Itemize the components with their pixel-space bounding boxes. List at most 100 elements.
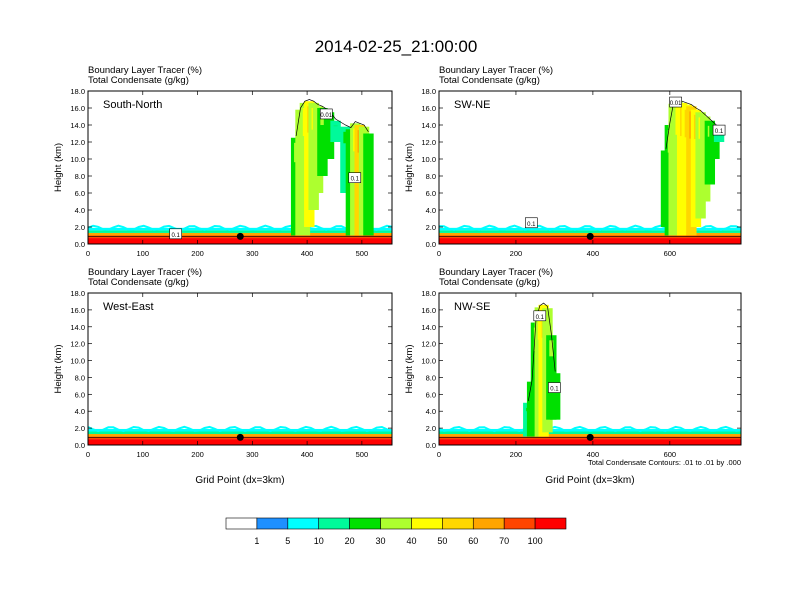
- cloud-core: [326, 117, 332, 124]
- x-tick-label: 400: [587, 249, 600, 258]
- y-tick-label: 16.0: [421, 306, 436, 315]
- colorbar-swatch: [380, 517, 412, 530]
- figure-title: 2014-02-25_21:00:00: [315, 37, 478, 56]
- contour-label: 0.01: [320, 113, 332, 119]
- cloud-column: [713, 129, 725, 142]
- plot-area: [439, 99, 741, 244]
- plot-frame: [87, 90, 393, 245]
- tracer-band: [88, 227, 392, 231]
- x-tick-label: 500: [356, 249, 369, 258]
- y-tick-label: 6.0: [426, 189, 436, 198]
- cloud-column: [330, 120, 341, 142]
- tracer-band: [88, 230, 392, 233]
- tracer-band: [439, 227, 741, 231]
- x-tick-label: 500: [356, 450, 369, 459]
- y-tick-label: 14.0: [421, 121, 436, 130]
- contour-label: 0.1: [550, 387, 559, 393]
- location-marker: [586, 433, 594, 441]
- colorbar-swatch: [256, 517, 289, 530]
- y-tick-label: 14.0: [70, 121, 85, 130]
- contour-label-box: [525, 217, 538, 229]
- x-tick-label: 600: [664, 450, 677, 459]
- y-tick-label: 12.0: [70, 138, 85, 147]
- y-tick-label: 18.0: [70, 289, 85, 298]
- x-tick-label: 0: [437, 450, 441, 459]
- cloud-column: [550, 373, 561, 420]
- x-tick-label: 300: [246, 249, 259, 258]
- plot-area: [88, 425, 392, 445]
- plot-area: [439, 302, 741, 445]
- y-tick-label: 12.0: [421, 340, 436, 349]
- colorbar-swatch: [442, 517, 474, 530]
- y-tick-label: 10.0: [70, 155, 85, 164]
- y-tick-label: 4.0: [75, 206, 85, 215]
- plot-area: [88, 99, 392, 244]
- x-tick-label: 400: [587, 450, 600, 459]
- colorbar-label: 60: [468, 536, 478, 546]
- y-tick-label: 0.0: [75, 441, 85, 450]
- y-tick-label: 10.0: [421, 357, 436, 366]
- y-tick-label: 10.0: [70, 357, 85, 366]
- location-marker: [236, 232, 244, 240]
- y-tick-label: 2.0: [75, 223, 85, 232]
- tracer-top: [88, 224, 392, 232]
- header-line2: Total Condensate (g/kg): [88, 277, 189, 288]
- tracer-band: [439, 238, 741, 244]
- y-tick-label: 0.0: [426, 441, 436, 450]
- colorbar-label: 20: [345, 536, 355, 546]
- cloud-core: [366, 138, 371, 159]
- colorbar-label: 40: [406, 536, 416, 546]
- panel-nw-se: Boundary Layer Tracer (%)Total Condensat…: [404, 267, 742, 486]
- header-line2: Total Condensate (g/kg): [439, 277, 540, 288]
- contour-label-box: [169, 228, 182, 240]
- y-tick-label: 2.0: [426, 223, 436, 232]
- y-axis-label: Height (km): [404, 344, 415, 393]
- y-tick-label: 16.0: [421, 104, 436, 113]
- colorbar-swatch: [411, 517, 443, 530]
- contour-label-box: [319, 108, 333, 120]
- y-tick-label: 4.0: [426, 407, 436, 416]
- y-tick-label: 14.0: [421, 323, 436, 332]
- colorbar: 1 5 10 20 30 40 50 60 70 100: [225, 517, 567, 546]
- y-tick-label: 2.0: [75, 424, 85, 433]
- panel-label: SW-NE: [454, 99, 490, 111]
- header-line2: Total Condensate (g/kg): [439, 75, 540, 86]
- x-tick-label: 400: [301, 450, 314, 459]
- plot-frame: [438, 90, 742, 245]
- x-tick-label: 0: [86, 249, 90, 258]
- x-tick-label: 200: [191, 249, 204, 258]
- panel-sw-ne: Boundary Layer Tracer (%)Total Condensat…: [404, 65, 742, 258]
- cloud-column: [363, 133, 374, 236]
- contour-label: 0.1: [527, 222, 536, 228]
- plot-frame: [87, 292, 393, 446]
- tracer-band: [88, 238, 392, 244]
- y-tick-label: 2.0: [426, 424, 436, 433]
- colorbar-label: 100: [528, 536, 543, 546]
- y-tick-label: 6.0: [75, 390, 85, 399]
- x-tick-label: 400: [301, 249, 314, 258]
- tracer-band: [439, 431, 741, 435]
- colorbar-label: 50: [437, 536, 447, 546]
- y-tick-label: 18.0: [70, 87, 85, 96]
- header-line1: Boundary Layer Tracer (%): [439, 65, 553, 76]
- header-line2: Total Condensate (g/kg): [88, 75, 189, 86]
- contour-label: 0.1: [536, 315, 545, 321]
- colorbar-swatch: [318, 517, 350, 530]
- panel-west-east: Boundary Layer Tracer (%)Total Condensat…: [53, 267, 393, 486]
- y-tick-label: 8.0: [426, 373, 436, 382]
- cloud-column: [323, 112, 335, 159]
- cloud-core: [553, 378, 558, 385]
- tracer-band: [439, 439, 741, 445]
- panel-label: South-North: [103, 99, 162, 111]
- y-tick-label: 10.0: [421, 155, 436, 164]
- x-tick-label: 0: [437, 249, 441, 258]
- colorbar-swatch: [534, 517, 567, 530]
- y-tick-label: 16.0: [70, 104, 85, 113]
- y-tick-label: 6.0: [75, 189, 85, 198]
- cloud-core: [549, 340, 554, 357]
- location-marker: [236, 433, 244, 441]
- header-line1: Boundary Layer Tracer (%): [439, 267, 553, 278]
- x-tick-label: 100: [137, 450, 150, 459]
- cloud-contour: [527, 302, 556, 402]
